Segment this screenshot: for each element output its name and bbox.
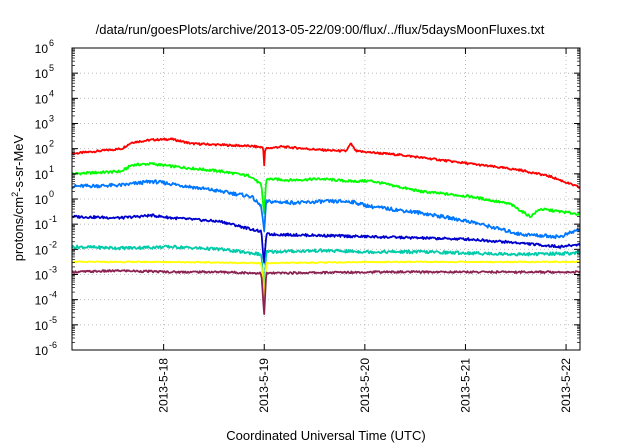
y-tick-exponent: -6 [49, 340, 57, 350]
y-tick-exponent: -3 [49, 265, 57, 275]
y-tick-label: 10 [35, 42, 49, 56]
y-tick-label: 10 [35, 143, 49, 157]
y-tick-label: 10 [35, 269, 49, 283]
y-tick-exponent: -1 [49, 214, 57, 224]
series-line [71, 161, 581, 219]
x-axis-label: Coordinated Universal Time (UTC) [226, 428, 426, 443]
y-tick-label: 10 [35, 294, 49, 308]
x-tick-label: 2013-5-20 [358, 358, 372, 413]
y-tick-label: 10 [35, 168, 49, 182]
y-tick-exponent: 3 [49, 114, 54, 124]
y-tick-label: 10 [35, 218, 49, 232]
chart-title: /data/run/goesPlots/archive/2013-05-22/0… [95, 22, 545, 37]
grid-lines [72, 48, 580, 350]
series-group [71, 137, 581, 315]
series-line [71, 179, 581, 240]
tick-labels: 10 -610 -510 -410 -310 -210 -110 010 110 210 310 41… [35, 38, 573, 413]
y-tick-label: 10 [35, 67, 49, 81]
y-tick-exponent: -4 [49, 290, 57, 300]
y-tick-label: 10 [35, 193, 49, 207]
series-line [71, 244, 581, 295]
y-tick-label: 10 [35, 243, 49, 257]
y-tick-exponent: -2 [49, 239, 57, 249]
y-tick-exponent: 0 [49, 189, 54, 199]
y-tick-label: 10 [35, 92, 49, 106]
x-tick-label: 2013-5-19 [257, 358, 271, 413]
x-tick-label: 2013-5-18 [157, 358, 171, 413]
series-line [71, 137, 581, 189]
y-tick-label: 10 [35, 344, 49, 358]
tick-marks [72, 47, 580, 351]
y-tick-exponent: 6 [49, 38, 54, 48]
y-tick-exponent: 2 [49, 139, 54, 149]
y-tick-exponent: 5 [49, 63, 54, 73]
y-axis-label: protons/cm2-s-sr-MeV [9, 134, 27, 262]
series-line [71, 213, 581, 264]
series-line [71, 260, 581, 301]
y-tick-exponent: -5 [49, 315, 57, 325]
y-tick-label: 10 [35, 319, 49, 333]
x-tick-label: 2013-5-22 [559, 358, 573, 413]
y-tick-exponent: 4 [49, 88, 54, 98]
y-tick-exponent: 1 [49, 164, 54, 174]
series-line [71, 269, 581, 315]
y-tick-label: 10 [35, 118, 49, 132]
x-tick-label: 2013-5-21 [458, 358, 472, 413]
